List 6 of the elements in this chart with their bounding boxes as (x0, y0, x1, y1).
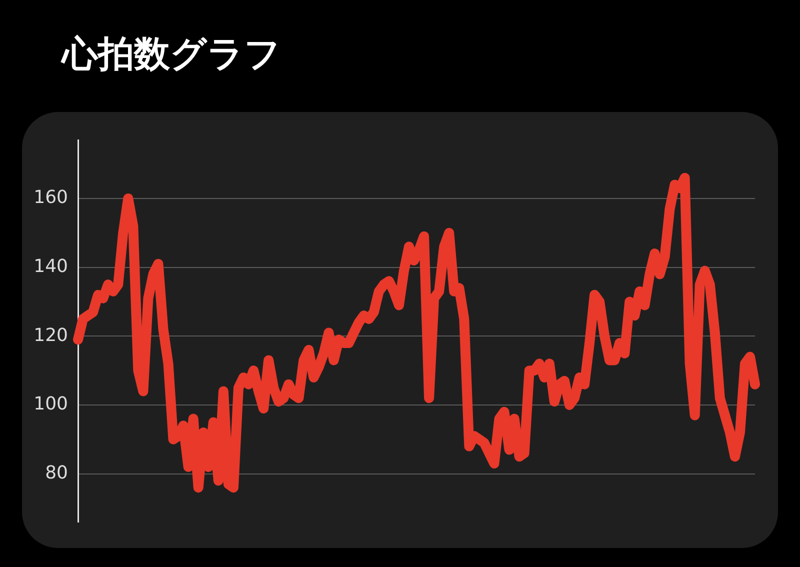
y-tick-label: 100 (34, 394, 68, 415)
chart-title: 心拍数グラフ (62, 33, 281, 77)
y-tick-label: 80 (45, 462, 68, 484)
y-tick-label: 160 (34, 187, 68, 208)
y-tick-label: 140 (34, 256, 68, 278)
y-tick-label: 120 (34, 324, 68, 346)
